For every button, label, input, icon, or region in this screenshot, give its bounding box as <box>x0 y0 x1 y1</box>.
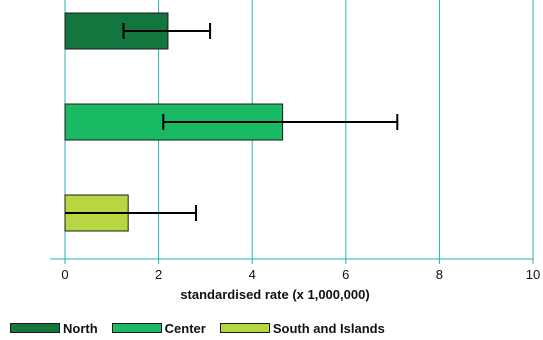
legend: North Center South and Islands <box>10 319 399 337</box>
legend-item-south-and-islands: South and Islands <box>219 320 385 336</box>
x-tick-label-8: 8 <box>436 267 443 282</box>
legend-swatch-center <box>111 323 162 333</box>
legend-label-center: Center <box>164 320 206 336</box>
x-tick-label-6: 6 <box>342 267 349 282</box>
legend-item-north: North <box>10 321 98 336</box>
legend-swatch-south-and-islands <box>219 323 270 333</box>
x-tick-label-4: 4 <box>249 267 256 282</box>
x-axis-title: standardised rate (x 1,000,000) <box>180 287 369 302</box>
legend-label-south-and-islands: South and Islands <box>272 320 385 336</box>
error-bars <box>65 23 399 221</box>
x-tick-label-2: 2 <box>155 267 162 282</box>
legend-swatch-north <box>10 323 60 333</box>
bar-chart: 0 2 4 6 8 10 standardised rate (x 1,000,000) <box>50 0 540 302</box>
legend-label-north: North <box>63 320 98 336</box>
x-tick-labels: 0 2 4 6 8 10 <box>61 259 540 282</box>
legend-item-center: Center <box>111 320 206 336</box>
x-tick-label-10: 10 <box>526 267 540 282</box>
x-tick-label-0: 0 <box>61 267 68 282</box>
